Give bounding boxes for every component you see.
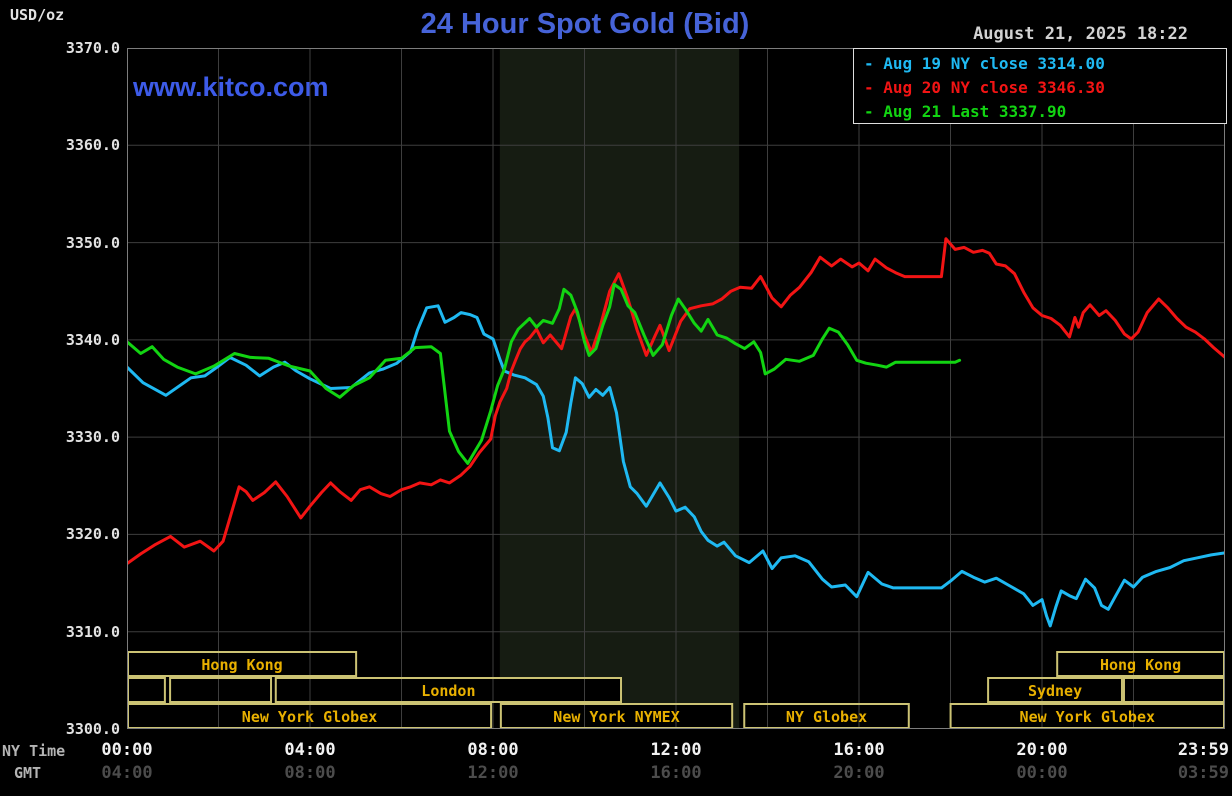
session-box-fill: [1056, 651, 1225, 677]
ny-time-tick-label: 20:00: [1016, 740, 1068, 760]
session-box-fill: [274, 677, 623, 703]
session-label: Hong Kong: [201, 656, 282, 674]
legend-item-aug-20: - Aug 20 NY close 3346.30: [864, 78, 1105, 97]
session-label: London: [421, 682, 475, 700]
gmt-tick-label: 16:00: [650, 763, 702, 783]
session-box-london: [274, 677, 623, 703]
plot-border: [127, 48, 1225, 729]
ny-time-tick-label: 12:00: [650, 740, 702, 760]
session-box-fill: [987, 677, 1123, 703]
legend-box: - Aug 19 NY close 3314.00 - Aug 20 NY clo…: [853, 48, 1227, 124]
session-box-fill: [743, 703, 910, 729]
y-tick-label: 3360.0: [65, 136, 120, 155]
y-tick-label: 3330.0: [65, 428, 120, 447]
session-box-sydney: [987, 677, 1123, 703]
y-tick-label: 3370.0: [65, 39, 120, 57]
session-label: NY Globex: [786, 708, 867, 726]
nymex-session-highlight-band: [499, 48, 740, 729]
session-box-fill: [127, 677, 166, 703]
session-box-fill: [1122, 677, 1225, 703]
gmt-tick-label: 20:00: [833, 763, 885, 783]
y-tick-label: 3300.0: [65, 720, 120, 738]
gmt-tick-label: 08:00: [284, 763, 336, 783]
session-label: Sydney: [1028, 682, 1082, 700]
y-axis-units-label: USD/oz: [10, 6, 65, 24]
series-line-aug-20: [127, 237, 1225, 566]
gmt-axis-label: GMT: [14, 764, 42, 782]
session-label: Hong Kong: [1100, 656, 1181, 674]
gmt-tick-label: 03:59: [1177, 763, 1229, 783]
ny-time-tick-label: 16:00: [833, 740, 885, 760]
ny-time-axis-label: NY Time: [2, 742, 66, 760]
session-label: New York Globex: [242, 708, 377, 726]
gmt-tick-label: 04:00: [101, 763, 153, 783]
gmt-tick-label: 12:00: [467, 763, 519, 783]
chart-datetime: August 21, 2025 18:22: [973, 24, 1188, 44]
plot-area: Hong Kong Hong Kong London Sydney New York G…: [127, 48, 1225, 729]
y-tick-label: 3310.0: [65, 622, 120, 641]
session-box-fill: [499, 703, 734, 729]
legend-item-aug-19: - Aug 19 NY close 3314.00: [864, 54, 1105, 73]
series-line-aug-21: [127, 282, 962, 465]
ny-time-tick-label: 23:59: [1177, 740, 1229, 760]
session-label: New York NYMEX: [553, 708, 679, 726]
session-box-unlabeled: [169, 677, 273, 703]
y-tick-label: 3320.0: [65, 525, 120, 544]
chart-title: 24 Hour Spot Gold (Bid): [420, 8, 750, 40]
chart-svg: Hong Kong Hong Kong London Sydney New York G…: [127, 48, 1225, 729]
session-box-fill: [949, 703, 1225, 729]
session-label: New York Globex: [1020, 708, 1155, 726]
ny-time-tick-label: 00:00: [101, 740, 153, 760]
y-tick-label: 3340.0: [65, 330, 120, 349]
session-box-fill: [169, 677, 273, 703]
kitco-watermark: www.kitco.com: [133, 72, 329, 102]
legend-item-aug-21: - Aug 21 Last 3337.90: [864, 102, 1067, 121]
session-box-fill: [127, 651, 358, 677]
gmt-tick-label: 00:00: [1016, 763, 1068, 783]
ny-time-tick-label: 08:00: [467, 740, 519, 760]
ny-time-tick-label: 04:00: [284, 740, 336, 760]
y-tick-label: 3350.0: [65, 233, 120, 252]
